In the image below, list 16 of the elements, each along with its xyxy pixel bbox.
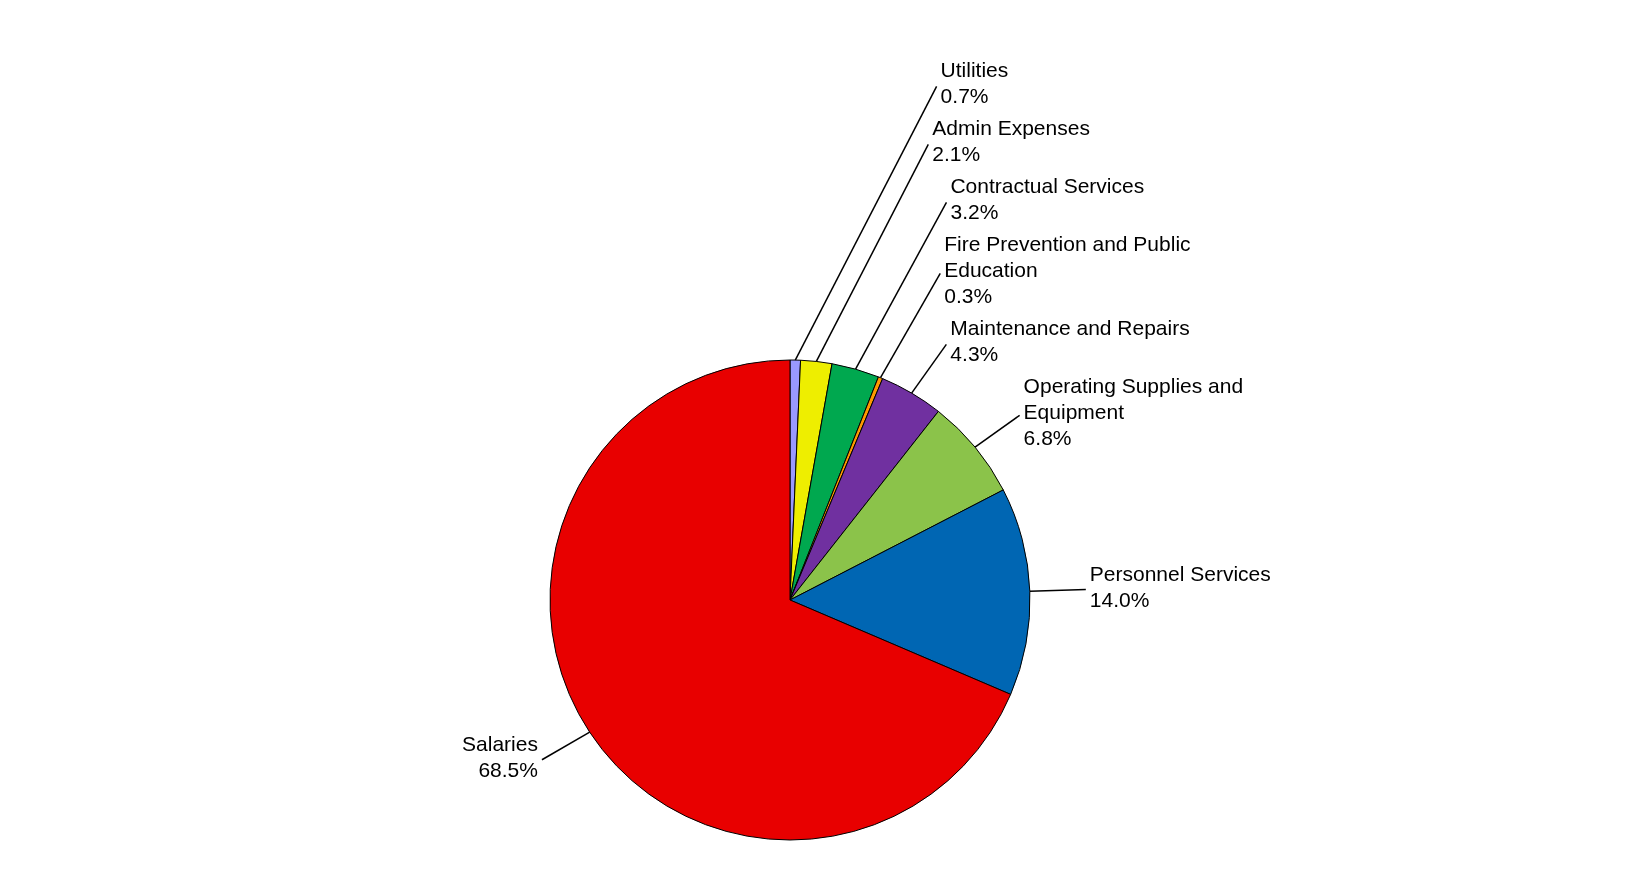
slice-label: Fire Prevention and Public Education	[944, 232, 1191, 282]
slice-label: Personnel Services	[1089, 561, 1271, 585]
data-label: 6.8%	[1023, 426, 1072, 450]
data-label: 14.0%	[1089, 587, 1150, 611]
slice-label: Salaries	[462, 731, 538, 755]
data-label: 68.5%	[478, 757, 538, 781]
data-label: 3.2%	[950, 200, 999, 224]
slice-label: Contractual Services	[950, 174, 1145, 198]
data-label: 0.3%	[944, 284, 993, 308]
slice-label: Admin Expenses	[932, 116, 1090, 140]
slice-label: Maintenance and Repairs	[950, 316, 1190, 340]
slice-label: Utilities	[940, 58, 1009, 82]
data-label: 4.3%	[950, 342, 999, 366]
data-label: 2.1%	[932, 142, 981, 166]
slice-label: Operating Supplies and Equipment	[1023, 374, 1244, 424]
data-label: 0.7%	[940, 84, 989, 108]
